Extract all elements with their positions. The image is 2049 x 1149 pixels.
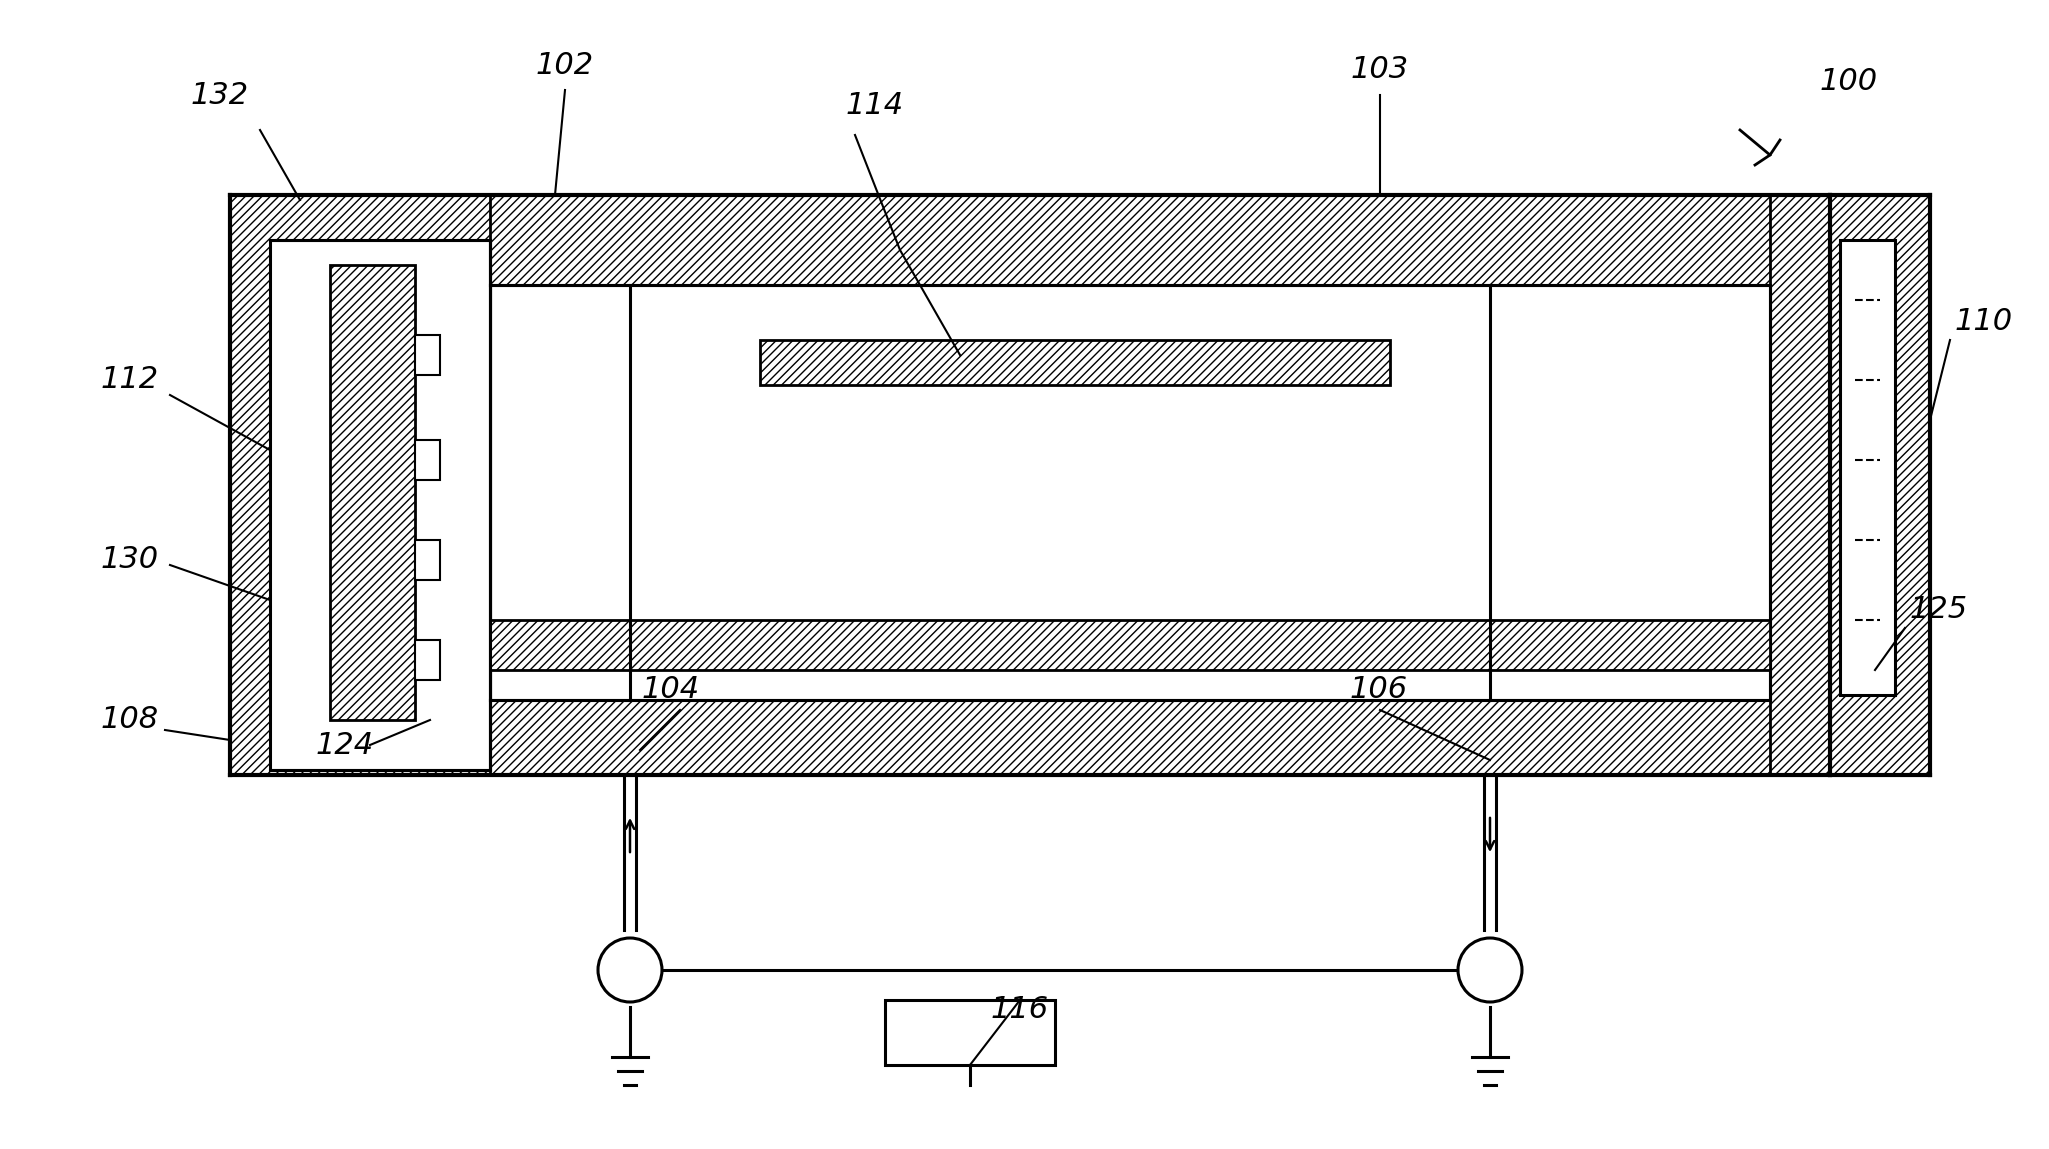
Text: 103: 103 — [1350, 55, 1410, 85]
Polygon shape — [885, 1000, 1055, 1065]
Polygon shape — [490, 285, 1770, 700]
Polygon shape — [416, 440, 441, 480]
Text: 110: 110 — [1955, 307, 2012, 336]
Text: 114: 114 — [846, 91, 904, 119]
Polygon shape — [416, 640, 441, 680]
Polygon shape — [229, 700, 1830, 774]
Text: 100: 100 — [1820, 67, 1879, 97]
Circle shape — [1459, 938, 1522, 1002]
Polygon shape — [416, 540, 441, 580]
Polygon shape — [330, 265, 416, 720]
Polygon shape — [760, 340, 1389, 385]
Polygon shape — [229, 195, 490, 774]
Polygon shape — [270, 240, 490, 770]
Text: 106: 106 — [1350, 674, 1408, 704]
Polygon shape — [1840, 240, 1895, 695]
Polygon shape — [229, 195, 1830, 285]
Text: 112: 112 — [100, 365, 160, 394]
Text: 104: 104 — [641, 674, 701, 704]
Circle shape — [598, 938, 662, 1002]
Text: 116: 116 — [992, 995, 1049, 1025]
Polygon shape — [1830, 195, 1930, 774]
Text: 125: 125 — [1910, 595, 1969, 624]
Polygon shape — [490, 620, 1770, 670]
Text: 132: 132 — [191, 80, 250, 109]
Text: 102: 102 — [537, 51, 594, 79]
Polygon shape — [1770, 195, 1830, 774]
Text: 108: 108 — [100, 705, 160, 734]
Text: 130: 130 — [100, 546, 160, 574]
Text: 124: 124 — [316, 731, 375, 759]
Polygon shape — [416, 336, 441, 375]
